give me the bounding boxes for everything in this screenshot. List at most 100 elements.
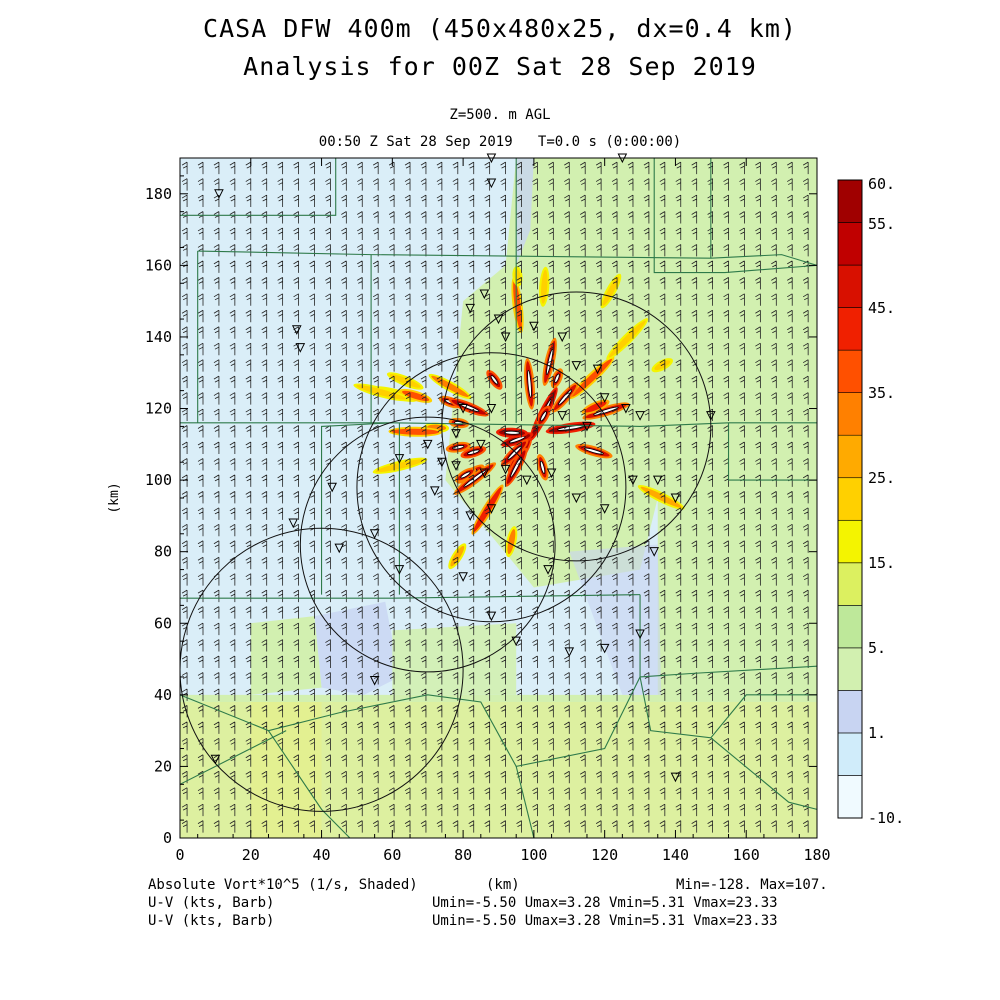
station-marker <box>635 411 645 421</box>
station-marker <box>327 482 337 493</box>
vort-max-contour <box>527 369 532 398</box>
station-marker <box>429 486 440 496</box>
y-tick-label: 60 <box>154 614 172 632</box>
station-marker <box>210 754 221 765</box>
station-marker <box>458 572 468 582</box>
x-axis-unit: (km) <box>486 877 520 893</box>
station-marker <box>500 464 511 475</box>
colorbar-swatch <box>837 775 863 819</box>
colorbar-label: 1. <box>868 724 886 742</box>
station-marker <box>451 461 461 471</box>
colorbar-swatch <box>837 222 863 266</box>
vort-max-contour <box>540 411 547 422</box>
y-tick-label: 20 <box>154 757 172 775</box>
station-marker <box>599 643 610 654</box>
station-marker <box>422 439 433 450</box>
field-streak <box>314 601 400 695</box>
range-ring <box>299 416 556 673</box>
y-axis-label: (km) <box>107 482 122 513</box>
vort-spoke-core <box>391 428 440 435</box>
y-tick-label: 140 <box>145 328 172 346</box>
station-marker <box>486 504 497 514</box>
boundary-line <box>710 737 818 810</box>
vort-max-contour <box>510 456 523 478</box>
field-label-3: U-V (kts, Barb) <box>148 913 275 929</box>
boundary-line <box>727 422 817 481</box>
station-marker <box>511 636 522 647</box>
field-west-region <box>180 158 658 695</box>
station-marker <box>486 178 497 189</box>
station-marker <box>582 421 592 432</box>
station-marker <box>599 504 610 514</box>
colorbar-swatch <box>837 732 863 776</box>
colorbar-label: 60. <box>868 175 895 193</box>
field-streak <box>569 544 662 695</box>
station-marker <box>564 647 575 658</box>
colorbar-swatch <box>837 307 863 351</box>
range-ring <box>441 291 712 562</box>
station-marker <box>437 457 447 468</box>
station-marker <box>291 325 302 335</box>
station-marker <box>592 364 603 375</box>
station-marker <box>649 547 660 557</box>
vort-max-contour <box>584 447 604 455</box>
x-tick-label: 120 <box>591 846 618 864</box>
vort-max-contour <box>460 471 471 479</box>
station-marker <box>571 361 582 371</box>
station-marker <box>670 493 681 504</box>
colorbar-swatch <box>837 477 863 521</box>
vort-max-contour <box>593 406 619 416</box>
x-tick-label: 0 <box>175 846 184 864</box>
boundary-line <box>179 665 818 768</box>
vort-spoke-core <box>608 320 646 358</box>
station-marker <box>522 475 532 486</box>
y-tick-label: 180 <box>145 185 172 203</box>
time-label: 00:50 Z Sat 28 Sep 2019 T=0.0 s (0:00:00… <box>318 134 682 150</box>
y-tick-label: 80 <box>154 543 172 561</box>
colorbar-label: 35. <box>868 384 895 402</box>
vort-max-contour <box>540 460 546 474</box>
x-tick-label: 80 <box>454 846 472 864</box>
station-marker <box>479 289 490 300</box>
station-marker <box>369 676 380 686</box>
colorbar-swatch <box>837 605 863 649</box>
y-tick-label: 120 <box>145 400 172 418</box>
colorbar-label: 55. <box>868 215 895 233</box>
barb-grid <box>181 161 809 833</box>
radar-range-rings <box>179 291 712 812</box>
x-tick-label: 20 <box>242 846 260 864</box>
field-patch <box>250 616 322 695</box>
station-marker <box>369 529 380 539</box>
vort-spoke-core <box>389 374 421 388</box>
y-tick-label: 0 <box>163 829 172 847</box>
colorbar-swatch <box>837 690 863 734</box>
station-marker <box>465 303 475 314</box>
station-marker <box>635 629 645 640</box>
vort-spoke-core <box>507 529 516 555</box>
field-patch <box>392 623 517 695</box>
station-marker <box>628 475 638 486</box>
station-marker <box>394 565 405 575</box>
station-marker <box>465 511 475 522</box>
station-marker <box>529 321 539 332</box>
colorbar-swatch <box>837 562 863 606</box>
station-marker <box>475 439 486 450</box>
colorbar-label: 15. <box>868 554 895 572</box>
range-ring <box>356 352 627 623</box>
chart-title: CASA DFW 400m (450x480x25, dx=0.4 km) <box>203 14 797 43</box>
station-marker <box>288 518 299 529</box>
boundary-line <box>180 158 337 216</box>
x-tick-label: 180 <box>803 846 830 864</box>
station-marker <box>599 393 610 403</box>
station-marker <box>546 468 557 479</box>
station-marker <box>493 314 504 325</box>
colorbar-label: -10. <box>868 809 904 827</box>
station-marker <box>706 411 716 421</box>
vort-max-contour <box>490 375 499 385</box>
x-tick-label: 60 <box>383 846 401 864</box>
colorbar-label: 25. <box>868 469 895 487</box>
station-marker <box>500 332 511 343</box>
colorbar-swatch <box>837 392 863 436</box>
y-tick-label: 100 <box>145 471 172 489</box>
field-label-1: Absolute Vort*10^5 (1/s, Shaded) <box>148 877 418 893</box>
